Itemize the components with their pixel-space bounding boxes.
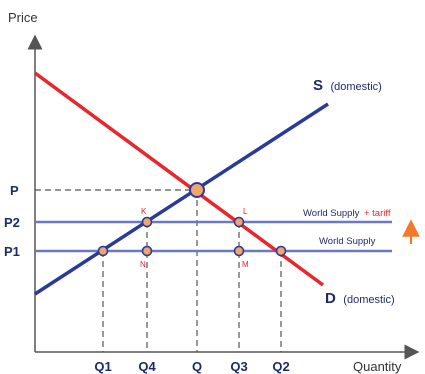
y-axis-label: Price: [8, 10, 38, 25]
x-axis-label: Quantity: [353, 359, 402, 374]
point-n: [141, 245, 153, 257]
supply-label: S (domestic): [313, 77, 382, 94]
demand-label: D (domestic): [325, 290, 395, 307]
intersection-points: [97, 216, 287, 257]
demand-suffix: (domestic): [343, 294, 394, 306]
world-supply-tariff-label: World Supply + tariff: [303, 208, 391, 219]
supply-letter: S: [313, 77, 323, 94]
point-l-label: L: [243, 207, 248, 216]
demand-letter: D: [325, 290, 336, 307]
demand-curve: [33, 71, 325, 287]
quantity-label-q2: Q2: [272, 359, 289, 374]
guide-lines: [35, 189, 282, 352]
price-label-p1: P1: [4, 244, 20, 259]
price-label-p: P: [10, 183, 19, 198]
point-q2-p1: [275, 245, 287, 257]
point-k: [141, 216, 153, 228]
quantity-label-q: Q: [192, 359, 202, 374]
point-k-label: K: [141, 207, 147, 216]
supply-suffix: (domestic): [330, 81, 381, 93]
tariff-suffix: + tariff: [364, 208, 391, 219]
point-m: [233, 245, 245, 257]
point-l: [233, 216, 245, 228]
point-m-label: M: [242, 260, 249, 269]
world-supply-tariff-text: World Supply: [303, 208, 360, 219]
price-label-p2: P2: [4, 215, 20, 230]
point-n-label: N: [140, 260, 146, 269]
quantity-label-q4: Q4: [138, 359, 156, 374]
point-q1-p1: [97, 245, 109, 257]
equilibrium-point: [189, 182, 205, 198]
quantity-label-q1: Q1: [94, 359, 111, 374]
supply-curve: [34, 102, 329, 296]
quantity-label-q3: Q3: [230, 359, 247, 374]
world-supply-label: World Supply: [319, 236, 376, 247]
